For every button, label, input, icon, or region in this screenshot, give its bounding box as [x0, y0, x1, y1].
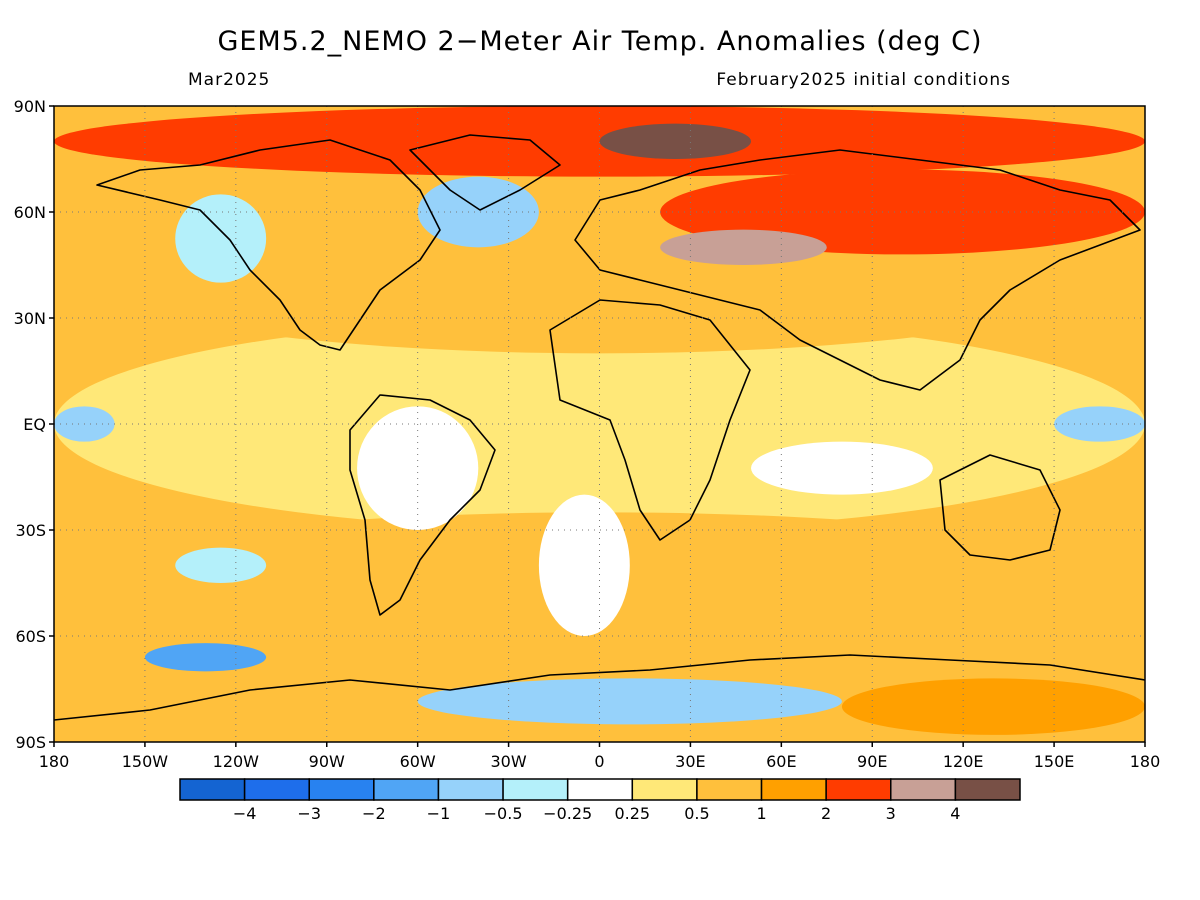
- colorbar-swatch: [696, 778, 763, 801]
- forecast-month: Mar2025: [188, 70, 271, 90]
- anomaly-region-antarctic-warm: [841, 678, 1145, 735]
- colorbar-label: 4: [950, 804, 960, 823]
- lon-label: 90E: [857, 752, 887, 771]
- lon-label: 180: [1130, 752, 1161, 771]
- anomaly-region-indian-neutral: [751, 441, 933, 495]
- colorbar: [179, 778, 1021, 801]
- lon-label: 0: [594, 752, 604, 771]
- anomaly-region-south-america-neutral: [357, 406, 479, 530]
- anomaly-region-arctic: [54, 106, 1145, 177]
- anomaly-region-atlantic-neutral: [538, 494, 630, 636]
- colorbar-swatch: [437, 778, 504, 801]
- colorbar-swatch: [373, 778, 440, 801]
- anomaly-region-west-pacific-cool: [1054, 406, 1145, 442]
- axis-ticks: [49, 105, 1146, 747]
- lat-label: 90S: [15, 733, 46, 752]
- anomaly-region-russia-strong: [660, 229, 827, 265]
- initial-conditions: February2025 initial conditions: [716, 70, 1011, 90]
- colorbar-swatch: [243, 778, 310, 801]
- anomaly-region-pacific-cool-south: [175, 547, 267, 583]
- coast-europe-asia: [574, 149, 1141, 391]
- colorbar-label: 3: [886, 804, 896, 823]
- anomaly-field: [54, 106, 1145, 742]
- lat-label: 60N: [14, 203, 46, 222]
- colorbar-label: −3: [297, 804, 321, 823]
- lon-label: 60W: [400, 752, 436, 771]
- anomaly-region-southern-ocean-cool: [144, 643, 267, 672]
- coast-greenland: [409, 134, 561, 211]
- lat-label: 60S: [15, 627, 46, 646]
- lon-label: 60E: [766, 752, 796, 771]
- colorbar-label: 0.5: [684, 804, 709, 823]
- lon-label: 120E: [943, 752, 984, 771]
- lon-label: 120W: [213, 752, 260, 771]
- colorbar-label: −0.25: [543, 804, 592, 823]
- coast-north-america: [96, 139, 441, 351]
- colorbar-label: 0.25: [614, 804, 650, 823]
- colorbar-swatch: [502, 778, 569, 801]
- colorbar-swatch: [954, 778, 1021, 801]
- lat-label: EQ: [23, 415, 46, 434]
- anomaly-region-greenland-cool: [417, 176, 539, 248]
- colorbar-label: 1: [756, 804, 766, 823]
- colorbar-labels: −4 −3 −2 −1 −0.5 −0.25 0.25 0.5 1 2 3 4: [233, 804, 961, 823]
- colorbar-swatch: [825, 778, 892, 801]
- lon-label: 30W: [490, 752, 526, 771]
- colorbar-swatch: [566, 778, 634, 801]
- graticule: [54, 106, 1145, 742]
- colorbar-swatch: [631, 778, 698, 801]
- coast-australia: [939, 454, 1061, 561]
- coast-africa: [549, 299, 751, 541]
- anomaly-region-arctic-strong: [599, 123, 752, 159]
- lon-label: 150W: [122, 752, 169, 771]
- latitude-labels: 90N 60N 30N EQ 30S 60S 90S: [14, 97, 46, 752]
- coastlines: [54, 134, 1145, 721]
- lon-label: 180: [39, 752, 70, 771]
- colorbar-swatch: [890, 778, 957, 801]
- lon-label: 90W: [309, 752, 345, 771]
- colorbar-swatch: [308, 778, 375, 801]
- colorbar-label: −1: [427, 804, 451, 823]
- longitude-labels: 180 150W 120W 90W 60W 30W 0 30E 60E 90E 120E 150E 18…: [39, 752, 1161, 771]
- coast-south-america: [349, 394, 496, 616]
- colorbar-label: −2: [362, 804, 386, 823]
- colorbar-label: −0.5: [484, 804, 523, 823]
- lat-label: 30N: [14, 309, 46, 328]
- colorbar-label: 2: [821, 804, 831, 823]
- anomaly-region-antarctic-cool: [417, 678, 842, 725]
- lon-label: 30E: [675, 752, 705, 771]
- map-title: GEM5.2_NEMO 2−Meter Air Temp. Anomalies …: [217, 26, 983, 57]
- lat-label: 90N: [14, 97, 46, 116]
- colorbar-label: −4: [233, 804, 257, 823]
- lat-label: 30S: [15, 521, 46, 540]
- colorbar-swatch: [179, 778, 246, 801]
- coast-antarctica: [54, 654, 1145, 721]
- lon-label: 150E: [1034, 752, 1075, 771]
- colorbar-swatch: [760, 778, 827, 801]
